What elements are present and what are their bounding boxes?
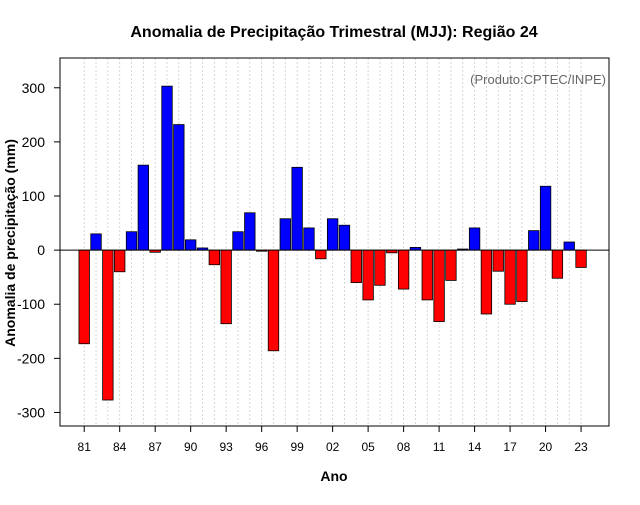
bar-2006	[374, 249, 386, 286]
bar-1999	[291, 166, 303, 251]
bar-1993	[220, 249, 232, 325]
x-tick-label-90: 90	[184, 440, 198, 454]
x-tick-label-20: 20	[539, 440, 553, 454]
bar-2021	[551, 249, 564, 279]
x-tick-label-14: 14	[468, 440, 482, 454]
bar-1992	[208, 249, 220, 266]
bar-2004	[350, 249, 362, 283]
bars	[78, 85, 587, 401]
bar-2014	[468, 227, 481, 251]
bar-2008	[397, 249, 410, 290]
bar-2012	[445, 249, 457, 281]
bar-2011	[433, 249, 445, 322]
x-tick-label-23: 23	[574, 440, 588, 454]
bar-2020	[539, 185, 552, 251]
y-axis-label: Anomalia de precipitação (mm)	[2, 139, 18, 347]
y-tick-label--100: -100	[17, 296, 45, 312]
chart-title: Anomalia de Precipitação Trimestral (MJJ…	[130, 24, 537, 41]
y-tick-label-200: 200	[22, 134, 46, 150]
bar-2016	[492, 249, 504, 272]
bar-1982	[90, 233, 102, 251]
bar-2001	[315, 249, 327, 260]
bar-2017	[504, 249, 516, 305]
bar-1994	[232, 231, 244, 251]
bar-1989	[173, 124, 185, 251]
bar-2005	[362, 249, 374, 301]
bar-1983	[102, 249, 114, 401]
bar-1990	[185, 239, 197, 251]
y-tick-label-100: 100	[22, 188, 46, 204]
x-tick-label-08: 08	[397, 440, 411, 454]
x-tick-label-02: 02	[326, 440, 340, 454]
x-tick-label-11: 11	[433, 440, 446, 454]
plot-frame	[59, 57, 610, 427]
bar-1995	[244, 212, 256, 251]
y-tick-label--300: -300	[17, 404, 45, 420]
x-tick-label-99: 99	[290, 440, 304, 454]
y-tick-label-0: 0	[37, 242, 45, 258]
source-annotation: (Produto:CPTEC/INPE)	[470, 72, 606, 87]
bar-1997	[267, 249, 280, 352]
y-tick-label--200: -200	[17, 350, 45, 366]
y-tick-label-300: 300	[22, 80, 46, 96]
x-tick-label-93: 93	[219, 440, 233, 454]
x-tick-label-87: 87	[149, 440, 163, 454]
bar-2023	[575, 249, 587, 268]
x-tick-label-05: 05	[361, 440, 375, 454]
bar-2000	[303, 227, 315, 251]
bar-1988	[161, 85, 173, 251]
x-tick-label-84: 84	[113, 440, 127, 454]
bar-1986	[137, 164, 150, 251]
bar-2015	[480, 249, 493, 315]
x-tick-label-17: 17	[503, 440, 517, 454]
bar-2019	[528, 230, 540, 251]
x-tick-label-81: 81	[78, 440, 92, 454]
bar-2022	[563, 241, 575, 251]
bar-2002	[326, 218, 339, 251]
x-tick-label-96: 96	[255, 440, 269, 454]
bar-1981	[78, 249, 90, 345]
axes: -300 -200 -100 0 100 200 300 81 84 87 90 93 96 99 02 05…	[17, 57, 610, 454]
bar-1998	[279, 218, 291, 251]
bar-1985	[125, 231, 138, 251]
bar-1984	[114, 249, 126, 273]
x-axis-label: Ano	[320, 468, 347, 484]
bar-2010	[421, 249, 433, 301]
bar-2003	[338, 224, 351, 251]
bar-2018	[516, 249, 528, 302]
